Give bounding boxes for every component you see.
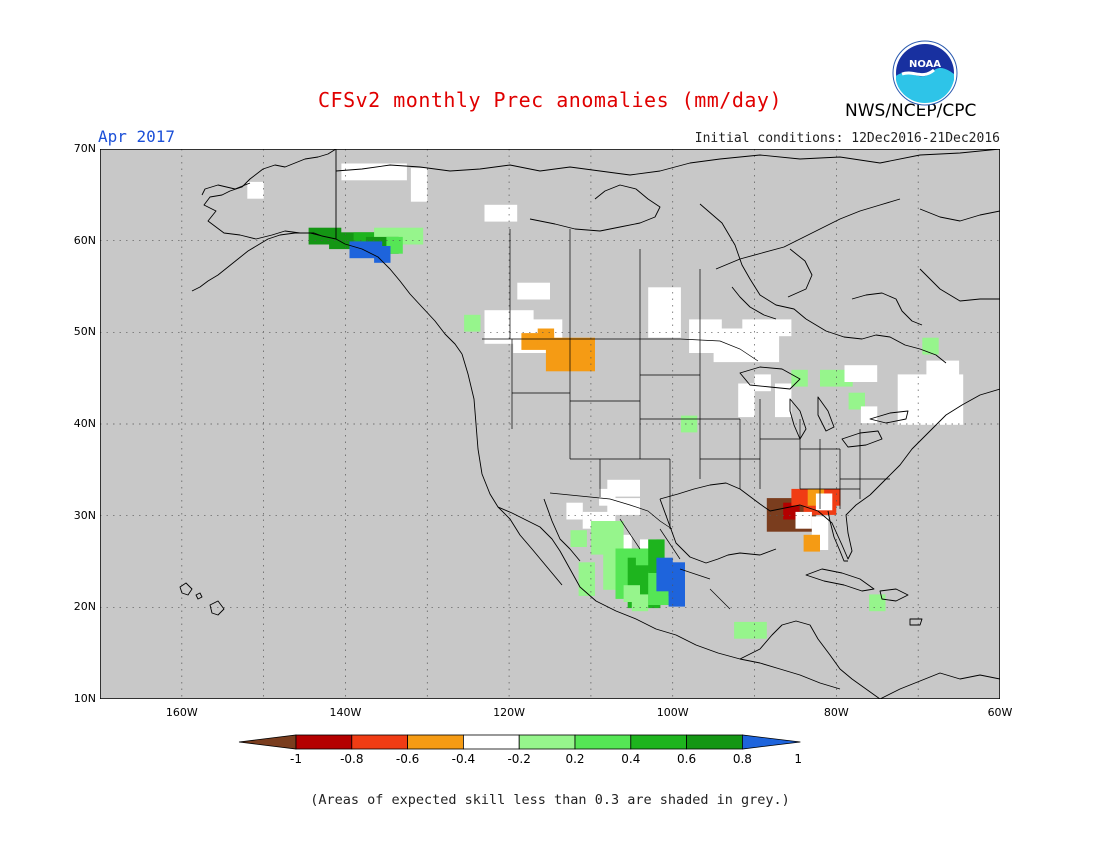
longitude-tick-label: 100W xyxy=(656,706,689,719)
anomaly-cell xyxy=(349,241,383,259)
anomaly-cell xyxy=(680,415,698,433)
graticule xyxy=(100,149,1000,699)
anomaly-cell xyxy=(791,369,808,387)
colorbar-segment xyxy=(462,734,520,750)
anomaly-cell xyxy=(775,383,792,418)
latitude-tick-label: 50N xyxy=(73,325,96,339)
colorbar-tick-label: 0.4 xyxy=(621,752,641,766)
anomaly-cell xyxy=(517,282,550,300)
anomaly-cell xyxy=(734,621,767,639)
anomaly-cell xyxy=(754,374,771,392)
anomaly-cell xyxy=(738,383,755,418)
anomaly-cell xyxy=(566,502,583,520)
longitude-tick-label: 120W xyxy=(493,706,526,719)
colorbar-tick-label: 0.8 xyxy=(732,752,752,766)
colorbar-tick-label: -0.2 xyxy=(507,752,531,766)
latitude-tick-label: 60N xyxy=(73,233,96,247)
colorbar-segment xyxy=(574,734,632,750)
anomaly-cell xyxy=(844,365,878,382)
anomaly-cell xyxy=(374,246,391,263)
colorbar-tick-label: -0.8 xyxy=(340,752,364,766)
anomaly-cell xyxy=(795,511,812,529)
anomaly-map xyxy=(100,149,1000,699)
latitude-tick-label: 40N xyxy=(73,417,96,430)
colorbar-low-arrow xyxy=(238,734,297,750)
anomaly-cell xyxy=(545,337,595,372)
latitude-tick-label: 30N xyxy=(73,508,96,522)
forecast-month: Apr 2017 xyxy=(98,127,176,146)
anomaly-cell xyxy=(742,319,792,337)
colorbar-tick-label: 0.6 xyxy=(677,752,697,766)
skill-footnote: (Areas of expected skill less than 0.3 a… xyxy=(310,792,790,808)
anomaly-cell xyxy=(926,360,960,395)
anomaly-cell xyxy=(815,493,833,511)
colorbar-tick-label: -0.4 xyxy=(451,752,476,766)
political-borders xyxy=(482,229,890,610)
anomaly-cell xyxy=(607,498,640,515)
anomaly-cell xyxy=(803,534,820,552)
anomaly-cell xyxy=(341,163,407,181)
colorbar xyxy=(238,734,801,750)
colorbar-high-arrow xyxy=(741,734,801,750)
anomaly-cell xyxy=(922,337,939,355)
anomaly-cell xyxy=(668,589,685,607)
anomaly-cell xyxy=(464,314,481,332)
colorbar-tick-label: -1 xyxy=(290,752,302,766)
anomaly-cell xyxy=(648,287,681,338)
longitude-tick-label: 140W xyxy=(329,706,362,719)
anomaly-cell xyxy=(848,392,865,410)
anomaly-cell xyxy=(578,562,595,596)
anomaly-cell xyxy=(247,181,264,199)
latitude-tick-label: 70N xyxy=(73,142,96,155)
latitude-tick-label: 20N xyxy=(73,600,96,614)
colorbar-tick-label: 0.2 xyxy=(565,752,585,766)
colorbar-segment xyxy=(407,734,464,750)
colorbar-tick-label: -0.6 xyxy=(395,752,420,766)
anomaly-cell xyxy=(410,168,428,202)
longitude-tick-label: 80W xyxy=(823,706,849,719)
logo-text: NOAA xyxy=(909,59,941,70)
colorbar-segment xyxy=(351,734,409,750)
anomaly-cell xyxy=(668,562,685,596)
colorbar-segment xyxy=(295,734,353,750)
anomaly-cell xyxy=(631,594,649,612)
colorbar-tick-label: 1 xyxy=(794,752,802,766)
longitude-tick-label: 60W xyxy=(987,706,1013,719)
map-title: CFSv2 monthly Prec anomalies (mm/day) xyxy=(317,88,783,112)
agency-label: NWS/NCEP/CPC xyxy=(845,101,977,121)
initial-conditions: Initial conditions: 12Dec2016-21Dec2016 xyxy=(694,131,1000,146)
colorbar-segment xyxy=(630,734,687,750)
noaa-logo-icon: NOAA xyxy=(892,40,958,106)
anomaly-cell xyxy=(869,594,886,612)
coastlines xyxy=(179,149,1000,699)
latitude-tick-label: 10N xyxy=(73,692,96,705)
longitude-tick-label: 160W xyxy=(165,706,198,719)
anomaly-cell xyxy=(570,530,587,547)
anomaly-cells xyxy=(247,163,964,639)
anomaly-cell xyxy=(860,406,878,424)
colorbar-segment xyxy=(518,734,576,750)
anomaly-cell xyxy=(484,204,518,222)
colorbar-segment xyxy=(686,734,743,750)
